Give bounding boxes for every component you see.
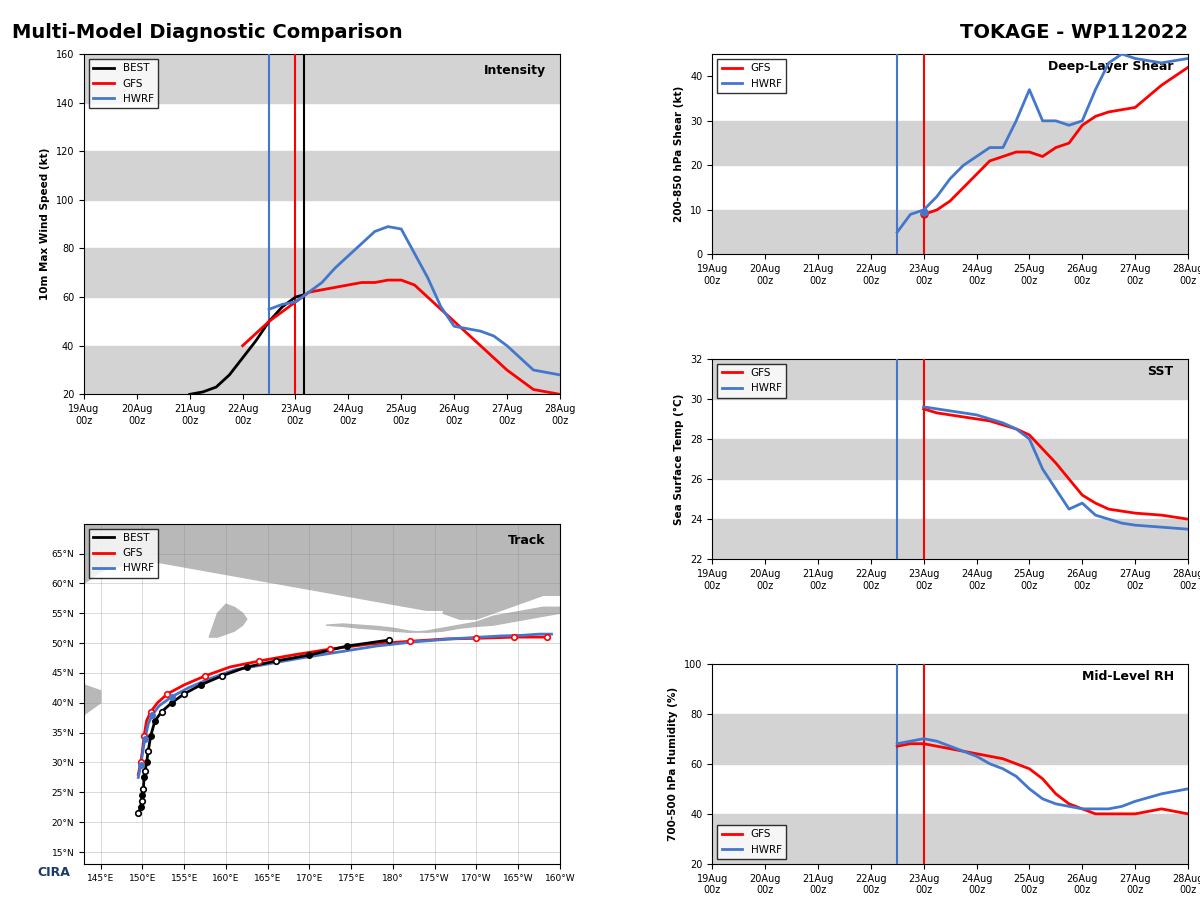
Legend: GFS, HWRF: GFS, HWRF (718, 59, 786, 93)
Bar (712, 121, 1188, 166)
Bar (84, 54, 560, 103)
Legend: BEST, GFS, HWRF: BEST, GFS, HWRF (89, 59, 157, 108)
Polygon shape (209, 604, 247, 637)
Y-axis label: 10m Max Wind Speed (kt): 10m Max Wind Speed (kt) (41, 148, 50, 301)
Polygon shape (443, 524, 560, 619)
Bar (712, 714, 1188, 764)
Y-axis label: 700-500 hPa Humidity (%): 700-500 hPa Humidity (%) (668, 687, 678, 841)
Bar (712, 439, 1188, 479)
Polygon shape (326, 608, 560, 633)
Legend: GFS, HWRF: GFS, HWRF (718, 825, 786, 859)
Bar (712, 519, 1188, 559)
Text: SST: SST (1147, 364, 1174, 378)
Polygon shape (84, 524, 560, 613)
Legend: GFS, HWRF: GFS, HWRF (718, 364, 786, 398)
Y-axis label: 200-850 hPa Shear (kt): 200-850 hPa Shear (kt) (674, 86, 684, 222)
Bar (84, 151, 560, 200)
Text: TOKAGE - WP112022: TOKAGE - WP112022 (960, 22, 1188, 41)
Text: Deep-Layer Shear: Deep-Layer Shear (1049, 60, 1174, 73)
Bar (712, 210, 1188, 255)
Polygon shape (0, 679, 101, 757)
Text: CIRA: CIRA (37, 867, 71, 879)
Bar (712, 814, 1188, 864)
Y-axis label: Sea Surface Temp (°C): Sea Surface Temp (°C) (674, 393, 684, 525)
Bar (712, 359, 1188, 399)
Text: Multi-Model Diagnostic Comparison: Multi-Model Diagnostic Comparison (12, 22, 403, 41)
Legend: BEST, GFS, HWRF: BEST, GFS, HWRF (89, 529, 157, 578)
Text: Mid-Level RH: Mid-Level RH (1081, 670, 1174, 682)
Text: Track: Track (508, 534, 546, 547)
Text: Intensity: Intensity (484, 64, 546, 77)
Bar (84, 346, 560, 394)
Bar (84, 248, 560, 297)
